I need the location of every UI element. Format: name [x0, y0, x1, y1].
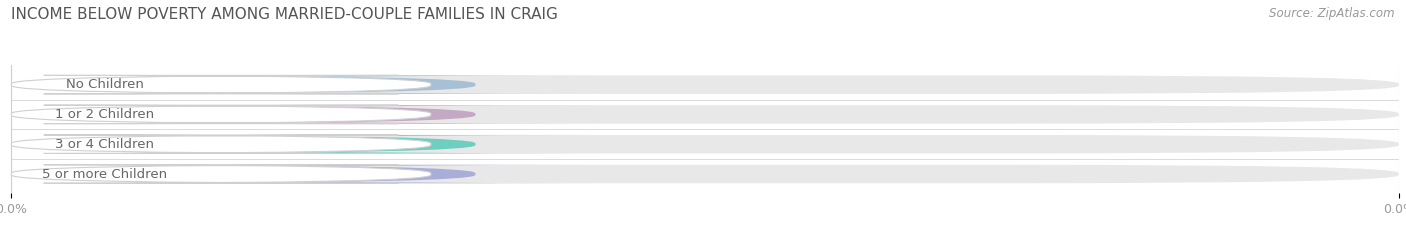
FancyBboxPatch shape	[89, 105, 593, 124]
Text: 0.0%: 0.0%	[323, 168, 359, 181]
FancyBboxPatch shape	[89, 165, 593, 183]
Text: 0.0%: 0.0%	[323, 78, 359, 91]
FancyBboxPatch shape	[11, 75, 430, 94]
FancyBboxPatch shape	[11, 135, 430, 154]
FancyBboxPatch shape	[11, 165, 430, 183]
Text: Source: ZipAtlas.com: Source: ZipAtlas.com	[1270, 7, 1395, 20]
FancyBboxPatch shape	[11, 105, 1399, 124]
FancyBboxPatch shape	[11, 105, 430, 124]
Text: No Children: No Children	[66, 78, 143, 91]
Text: 5 or more Children: 5 or more Children	[42, 168, 167, 181]
Text: 0.0%: 0.0%	[323, 108, 359, 121]
FancyBboxPatch shape	[11, 165, 1399, 183]
FancyBboxPatch shape	[89, 135, 593, 154]
FancyBboxPatch shape	[11, 75, 1399, 94]
Text: INCOME BELOW POVERTY AMONG MARRIED-COUPLE FAMILIES IN CRAIG: INCOME BELOW POVERTY AMONG MARRIED-COUPL…	[11, 7, 558, 22]
FancyBboxPatch shape	[89, 75, 593, 94]
Text: 0.0%: 0.0%	[323, 138, 359, 151]
FancyBboxPatch shape	[11, 135, 1399, 154]
Text: 3 or 4 Children: 3 or 4 Children	[55, 138, 155, 151]
Text: 1 or 2 Children: 1 or 2 Children	[55, 108, 155, 121]
